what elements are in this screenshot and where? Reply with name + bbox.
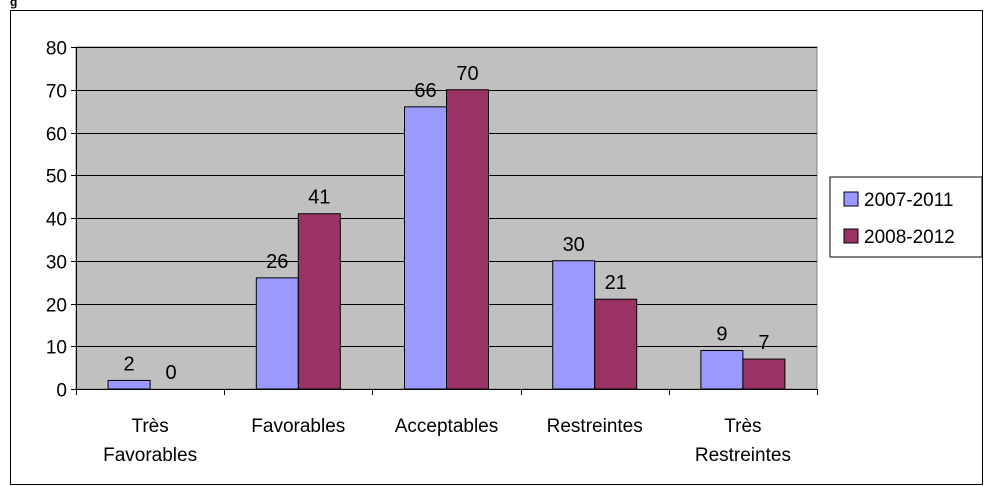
x-category-label: Restreintes [695, 445, 791, 466]
bar-2008-2012 [446, 89, 489, 390]
x-category-label: Favorables [251, 416, 345, 437]
bar-2007-2011 [107, 379, 151, 390]
data-label: 9 [716, 324, 727, 346]
y-tick-label: 60 [46, 125, 67, 146]
y-tick-label: 30 [46, 253, 67, 274]
data-label: 41 [308, 187, 330, 209]
y-tick-label: 10 [46, 338, 67, 359]
data-label: 66 [414, 80, 436, 102]
y-tick-label: 20 [46, 296, 67, 317]
y-axis: 0 10 20 30 40 50 60 70 80 [46, 39, 77, 402]
data-labels: 2 26 66 30 9 0 41 70 21 7 [124, 63, 770, 384]
bar-2007-2011 [700, 350, 744, 390]
truncated-header-text: g [10, 0, 17, 9]
y-tick-label: 70 [46, 82, 67, 103]
bar-2007-2011 [255, 277, 299, 390]
bars [107, 89, 786, 390]
data-label: 26 [266, 251, 288, 273]
legend-swatch [843, 228, 859, 244]
data-label: 21 [605, 272, 627, 294]
x-category-label: Restreintes [547, 416, 643, 437]
legend: 2007-2011 2008-2012 [829, 176, 983, 258]
y-tick-label: 50 [46, 167, 67, 188]
data-label: 30 [563, 234, 585, 256]
legend-swatch [843, 191, 859, 207]
x-category-label: Très [724, 416, 761, 437]
data-label: 7 [758, 332, 769, 354]
legend-label: 2008-2012 [864, 227, 955, 248]
x-category-label: Acceptables [395, 416, 499, 437]
legend-label: 2007-2011 [864, 190, 953, 211]
legend-box [829, 176, 983, 258]
y-tick-label: 40 [46, 210, 67, 231]
data-label: 0 [166, 362, 177, 384]
x-category-label: Très [131, 416, 168, 437]
y-tick-label: 80 [46, 39, 67, 60]
bar-2008-2012 [594, 298, 638, 390]
x-category-label: Favorables [103, 445, 197, 466]
data-label: 70 [456, 63, 478, 85]
bar-2008-2012 [742, 358, 786, 390]
data-label: 2 [124, 353, 135, 375]
bar-2008-2012 [297, 213, 341, 390]
bar-2007-2011 [552, 260, 596, 390]
bar-2007-2011 [404, 106, 447, 390]
y-tick-label: 0 [56, 381, 67, 402]
